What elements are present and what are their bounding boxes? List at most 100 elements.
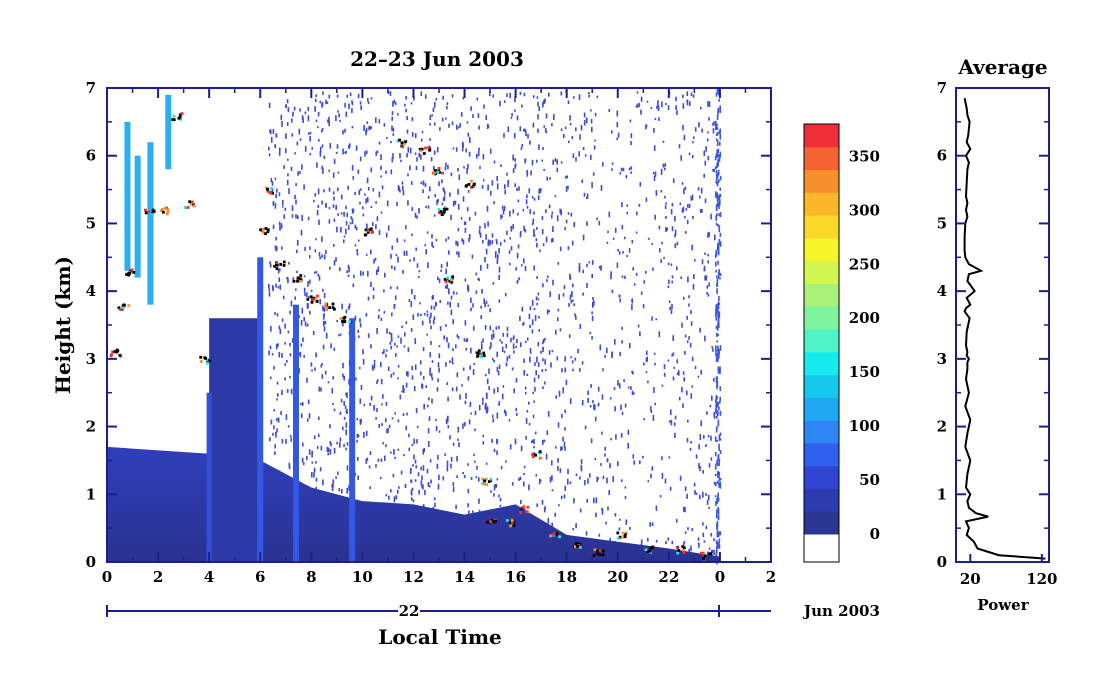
feature-point bbox=[440, 213, 444, 216]
speckle-dot bbox=[600, 265, 602, 271]
speckle-dot bbox=[285, 133, 287, 139]
feature-point bbox=[681, 545, 685, 548]
speckle-dot bbox=[423, 448, 425, 452]
speckle-dot bbox=[611, 162, 614, 165]
speckle-dot bbox=[281, 353, 283, 358]
speckle-dot bbox=[410, 492, 413, 496]
speckle-dot bbox=[419, 360, 422, 365]
feature-point bbox=[190, 200, 194, 204]
speckle-dot bbox=[719, 232, 722, 237]
y-tick-label: 0 bbox=[86, 553, 96, 571]
speckle-dot bbox=[283, 165, 285, 169]
speckle-dot bbox=[466, 337, 468, 342]
speckle-dot bbox=[309, 310, 311, 315]
speckle-dot bbox=[429, 459, 432, 463]
speckle-dot bbox=[382, 442, 384, 445]
speckle-dot bbox=[438, 345, 441, 348]
speckle-dot bbox=[284, 363, 286, 366]
speckle-dot bbox=[279, 268, 281, 272]
speckle-dot bbox=[403, 454, 405, 457]
speckle-dot bbox=[551, 211, 554, 215]
speckle-dot bbox=[390, 451, 392, 454]
speckle-dot bbox=[590, 119, 593, 124]
speckle-dot bbox=[664, 167, 666, 171]
speckle-dot bbox=[383, 311, 386, 314]
speckle-dot bbox=[538, 478, 541, 485]
speckle-dot bbox=[377, 314, 380, 319]
speckle-dot bbox=[310, 362, 313, 367]
average-profile-line bbox=[963, 97, 1046, 560]
feature-point bbox=[266, 230, 270, 234]
speckle-dot bbox=[299, 170, 301, 175]
speckle-dot bbox=[646, 100, 649, 103]
avg-x-tick-label: 120 bbox=[1026, 570, 1057, 588]
speckle-dot bbox=[718, 406, 720, 411]
speckle-dot bbox=[278, 221, 281, 226]
date-day-label: 22 bbox=[399, 602, 420, 620]
speckle-dot bbox=[684, 351, 686, 355]
feature-point bbox=[702, 557, 705, 560]
speckle-dot bbox=[366, 457, 369, 461]
speckle-dot bbox=[717, 366, 720, 374]
speckle-dot bbox=[282, 295, 285, 300]
speckle-dot bbox=[424, 489, 426, 496]
speckle-dot bbox=[358, 189, 361, 196]
speckle-dot bbox=[683, 377, 685, 382]
speckle-dot bbox=[715, 222, 718, 226]
speckle-dot bbox=[560, 161, 563, 164]
speckle-dot bbox=[322, 288, 324, 292]
speckle-dot bbox=[491, 233, 494, 238]
speckle-dot bbox=[279, 284, 282, 290]
feature-point bbox=[476, 354, 479, 358]
speckle-dot bbox=[458, 251, 460, 258]
speckle-dot bbox=[472, 303, 474, 308]
speckle-dot bbox=[669, 486, 672, 491]
speckle-dot bbox=[407, 200, 409, 206]
speckle-dot bbox=[485, 115, 487, 120]
speckle-dot bbox=[285, 439, 287, 444]
speckle-dot bbox=[438, 181, 440, 186]
speckle-dot bbox=[534, 386, 536, 392]
speckle-dot bbox=[282, 199, 284, 205]
speckle-dot bbox=[664, 205, 667, 209]
speckle-dot bbox=[697, 375, 700, 378]
speckle-dot bbox=[716, 181, 719, 187]
speckle-dot bbox=[484, 404, 487, 410]
speckle-dot bbox=[592, 297, 594, 301]
speckle-dot bbox=[699, 327, 701, 333]
speckle-dot bbox=[571, 360, 574, 364]
speckle-dot bbox=[564, 356, 566, 362]
speckle-dot bbox=[359, 398, 362, 404]
speckle-dot bbox=[519, 232, 522, 238]
speckle-dot bbox=[344, 128, 346, 133]
tower-edge bbox=[206, 392, 212, 562]
speckle-dot bbox=[523, 473, 525, 476]
speckle-dot bbox=[346, 94, 349, 98]
speckle-dot bbox=[277, 286, 280, 289]
speckle-dot bbox=[493, 201, 495, 205]
speckle-dot bbox=[332, 376, 334, 380]
speckle-dot bbox=[408, 299, 411, 303]
speckle-dot bbox=[271, 180, 274, 186]
speckle-dot bbox=[535, 370, 537, 376]
speckle-dot bbox=[343, 401, 345, 406]
feature-point bbox=[437, 167, 441, 170]
speckle-dot bbox=[716, 246, 719, 250]
speckle-dot bbox=[468, 237, 470, 243]
speckle-dot bbox=[716, 340, 718, 343]
speckle-dot bbox=[465, 347, 467, 351]
speckle-dot bbox=[370, 395, 373, 401]
speckle-dot bbox=[717, 301, 719, 309]
feature-point bbox=[593, 548, 597, 552]
avg-y-tick-label: 5 bbox=[937, 214, 947, 232]
speckle-dot bbox=[407, 371, 409, 377]
speckle-dot bbox=[514, 158, 516, 162]
speckle-dot bbox=[707, 253, 709, 257]
feature-point bbox=[446, 276, 449, 280]
speckle-dot bbox=[691, 356, 694, 362]
speckle-dot bbox=[575, 473, 578, 477]
speckle-dot bbox=[717, 419, 720, 427]
speckle-dot bbox=[719, 345, 722, 351]
speckle-dot bbox=[299, 108, 301, 112]
speckle-dot bbox=[551, 522, 553, 529]
